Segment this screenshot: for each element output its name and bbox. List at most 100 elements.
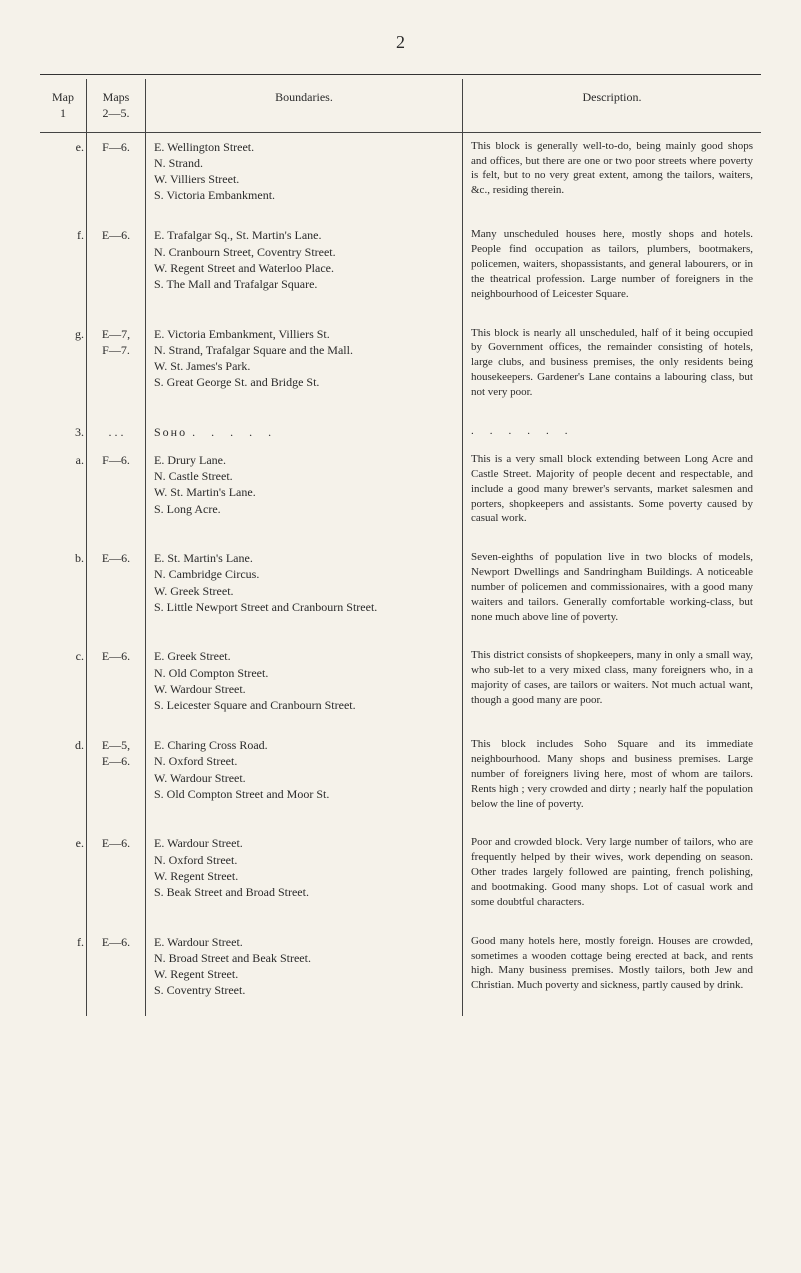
table-row: e.E—6.E. Wardour Street.N. Oxford Street… [40,829,761,915]
section-maps: . . . [87,418,146,446]
row-description: Good many hotels here, mostly foreign. H… [463,928,762,1005]
row-maps: E—6. [87,642,146,719]
row-boundaries: E. Drury Lane.N. Castle Street.W. St. Ma… [146,446,463,532]
page-number: 2 [40,30,761,54]
row-letter: f. [40,221,87,307]
section-title: Sᴏʜᴏ ..... [146,418,463,446]
main-table: Map 1 Maps 2—5. Boundaries. Description.… [40,79,761,1016]
table-row: e.F—6.E. Wellington Street.N. Strand.W. … [40,132,761,209]
boundary-line: E. Victoria Embankment, Villiers St. [154,326,454,342]
row-description: This block is generally well-to-do, bein… [463,132,762,209]
row-letter: d. [40,731,87,817]
row-boundaries: E. Wardour Street.N. Oxford Street.W. Re… [146,829,463,915]
boundary-line: S. Coventry Street. [154,982,454,998]
boundary-line: N. Oxford Street. [154,753,454,769]
table-row: g.E—7, F—7.E. Victoria Embankment, Villi… [40,320,761,406]
row-description: Many unscheduled houses here, mostly sho… [463,221,762,307]
row-letter: b. [40,544,87,630]
row-letter: c. [40,642,87,719]
header-map1: Map 1 [40,79,87,132]
row-boundaries: E. Trafalgar Sq., St. Martin's Lane.N. C… [146,221,463,307]
row-description: This is a very small block extending bet… [463,446,762,532]
row-boundaries: E. St. Martin's Lane.N. Cambridge Circus… [146,544,463,630]
spacer-row [40,817,761,829]
row-maps: E—6. [87,928,146,1005]
header-description: Description. [463,79,762,132]
boundary-line: E. Drury Lane. [154,452,454,468]
boundary-line: S. Victoria Embankment. [154,187,454,203]
boundary-line: W. Regent Street. [154,868,454,884]
spacer-row [40,630,761,642]
top-rule [40,74,761,75]
table-row: d.E—5, E—6.E. Charing Cross Road.N. Oxfo… [40,731,761,817]
table-row: c.E—6.E. Greek Street.N. Old Compton Str… [40,642,761,719]
boundary-line: W. Greek Street. [154,583,454,599]
boundary-line: S. Old Compton Street and Moor St. [154,786,454,802]
boundary-line: N. Cambridge Circus. [154,566,454,582]
section-row: 3.. . .Sᴏʜᴏ ........... [40,418,761,446]
boundary-line: S. Long Acre. [154,501,454,517]
row-letter: e. [40,132,87,209]
boundary-line: E. Wardour Street. [154,835,454,851]
table-row: a.F—6.E. Drury Lane.N. Castle Street.W. … [40,446,761,532]
boundary-line: N. Cranbourn Street, Coventry Street. [154,244,454,260]
spacer-row [40,209,761,221]
boundary-line: S. The Mall and Trafalgar Square. [154,276,454,292]
spacer-row [40,308,761,320]
row-letter: g. [40,320,87,406]
row-description: Seven-eighths of population live in two … [463,544,762,630]
row-boundaries: E. Wardour Street.N. Broad Street and Be… [146,928,463,1005]
row-description: This district consists of shopkeepers, m… [463,642,762,719]
row-letter: a. [40,446,87,532]
boundary-line: W. Regent Street and Waterloo Place. [154,260,454,276]
section-desc-dots: ...... [463,418,762,446]
row-maps: E—7, F—7. [87,320,146,406]
row-boundaries: E. Charing Cross Road.N. Oxford Street.W… [146,731,463,817]
row-maps: E—6. [87,544,146,630]
row-maps: E—6. [87,829,146,915]
row-maps: F—6. [87,132,146,209]
boundary-line: E. Greek Street. [154,648,454,664]
row-description: This block includes Soho Square and its … [463,731,762,817]
spacer-row [40,406,761,418]
boundary-line: E. Trafalgar Sq., St. Martin's Lane. [154,227,454,243]
boundary-line: W. Villiers Street. [154,171,454,187]
section-number: 3. [40,418,87,446]
boundary-line: W. St. James's Park. [154,358,454,374]
row-boundaries: E. Victoria Embankment, Villiers St.N. S… [146,320,463,406]
boundary-line: E. Charing Cross Road. [154,737,454,753]
boundary-line: N. Broad Street and Beak Street. [154,950,454,966]
boundary-line: W. Wardour Street. [154,770,454,786]
boundary-line: S. Beak Street and Broad Street. [154,884,454,900]
boundary-line: W. Wardour Street. [154,681,454,697]
boundary-line: N. Strand, Trafalgar Square and the Mall… [154,342,454,358]
boundary-line: S. Little Newport Street and Cranbourn S… [154,599,454,615]
boundary-line: N. Castle Street. [154,468,454,484]
row-boundaries: E. Wellington Street.N. Strand.W. Villie… [146,132,463,209]
row-letter: e. [40,829,87,915]
row-maps: E—5, E—6. [87,731,146,817]
boundary-line: S. Great George St. and Bridge St. [154,374,454,390]
spacer-row [40,916,761,928]
boundary-line: N. Strand. [154,155,454,171]
table-row: b.E—6.E. St. Martin's Lane.N. Cambridge … [40,544,761,630]
table-row: f.E—6.E. Wardour Street.N. Broad Street … [40,928,761,1005]
boundary-line: E. Wellington Street. [154,139,454,155]
boundary-line: W. St. Martin's Lane. [154,484,454,500]
spacer-row [40,532,761,544]
header-boundaries: Boundaries. [146,79,463,132]
boundary-line: E. St. Martin's Lane. [154,550,454,566]
row-maps: E—6. [87,221,146,307]
boundary-line: W. Regent Street. [154,966,454,982]
boundary-line: N. Oxford Street. [154,852,454,868]
spacer-row [40,1004,761,1016]
row-letter: f. [40,928,87,1005]
header-maps25: Maps 2—5. [87,79,146,132]
boundary-line: N. Old Compton Street. [154,665,454,681]
boundary-line: E. Wardour Street. [154,934,454,950]
row-description: This block is nearly all unscheduled, ha… [463,320,762,406]
row-maps: F—6. [87,446,146,532]
row-boundaries: E. Greek Street.N. Old Compton Street.W.… [146,642,463,719]
row-description: Poor and crowded block. Very large numbe… [463,829,762,915]
table-row: f.E—6.E. Trafalgar Sq., St. Martin's Lan… [40,221,761,307]
